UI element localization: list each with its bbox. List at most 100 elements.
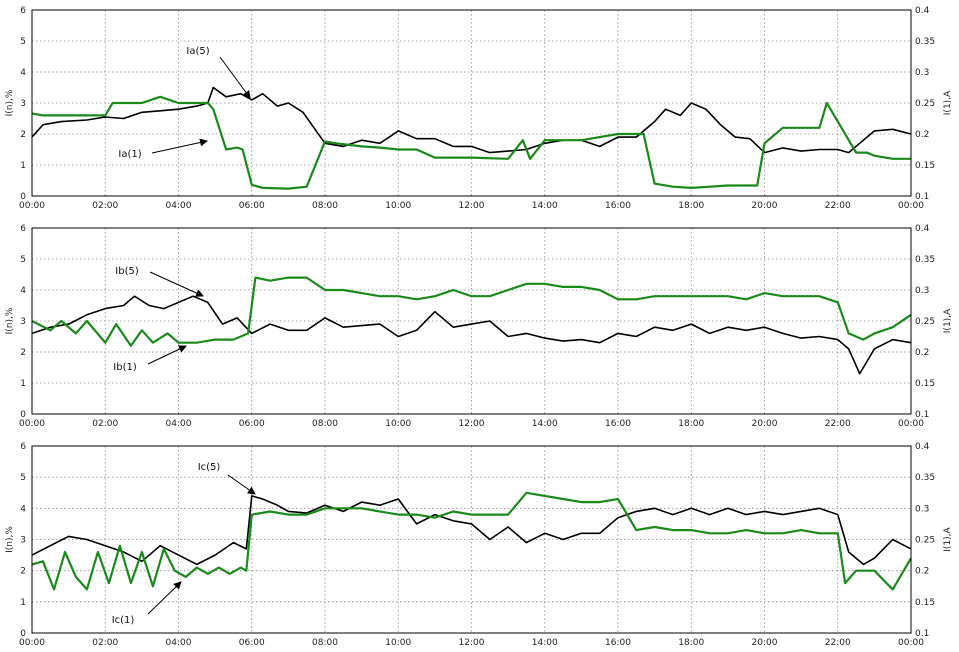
left-y-tick-label: 0 [20,629,26,639]
left-y-tick-label: 5 [20,37,26,47]
x-tick-label: 16:00 [605,201,631,211]
x-tick-label: 14:00 [532,201,558,211]
x-tick-label: 18:00 [678,419,704,429]
x-tick-label: 10:00 [385,638,411,648]
left-y-tick-label: 3 [20,99,26,109]
right-y-tick-label: 0.4 [915,442,930,452]
annotation-arrow [147,581,182,615]
right-y-tick-label: 0.35 [915,37,935,47]
annotation-label: Ia(5) [186,46,209,57]
x-tick-label: 04:00 [166,638,192,648]
plot-frame [31,445,912,634]
chart-panel-1: 00:00 02:00 04:00 06:00 08:00 10:00 12:00 14:00… [5,6,953,211]
x-tick-label: 06:00 [239,638,265,648]
x-tick-label: 00:00 [19,201,45,211]
x-tick-label: 22:00 [825,419,851,429]
x-tick-label: 00:00 [19,419,45,429]
annotation-arrow [219,56,251,99]
plot-frame [31,227,912,415]
x-tick-label: 20:00 [752,419,778,429]
right-y-tick-label: 0.2 [915,348,929,358]
plot-frame [31,9,912,197]
x-tick-label: 08:00 [312,638,338,648]
annotation-arrow [227,474,256,495]
x-tick-label: 18:00 [678,638,704,648]
annotation-label: Ib(5) [115,266,139,277]
x-tick-label: 20:00 [752,638,778,648]
right-y-tick-label: 0.4 [915,6,930,16]
x-tick-label: 02:00 [92,638,118,648]
x-tick-label: 00:00 [898,638,924,648]
x-tick-label: 22:00 [825,201,851,211]
series-line-ia1 [31,95,911,190]
annotation-arrow [147,345,187,365]
x-tick-label: 04:00 [166,201,192,211]
left-y-tick-label: 2 [20,130,26,140]
right-y-tick-label: 0.15 [915,598,935,608]
right-y-tick-label: 0.25 [915,317,935,327]
left-y-tick-label: 4 [20,68,26,78]
left-y-tick-label: 1 [20,598,26,608]
x-tick-label: 06:00 [239,201,265,211]
left-y-tick-label: 5 [20,473,26,483]
left-y-tick-label: 4 [20,286,26,296]
x-tick-label: 08:00 [312,201,338,211]
left-y-tick-label: 6 [20,224,26,234]
right-y-tick-label: 0.15 [915,161,935,171]
left-axis-title: I(n),% [5,307,15,334]
x-tick-label: 12:00 [459,419,485,429]
x-tick-label: 22:00 [825,638,851,648]
left-y-tick-label: 2 [20,567,26,577]
series-line-ib5 [31,295,912,375]
left-y-tick-label: 2 [20,348,26,358]
right-y-tick-label: 0.2 [915,567,929,577]
x-tick-label: 06:00 [239,419,265,429]
right-axis-title: I(1),A [943,90,953,115]
chart-panel-3: 00:00 02:00 04:00 06:00 08:00 10:00 12:00 14:00… [5,442,953,648]
series-line-ia5 [31,86,912,154]
left-y-tick-label: 5 [20,255,26,265]
annotation-label: Ic(5) [198,462,221,473]
annotation-label: Ic(1) [112,615,135,626]
left-y-tick-label: 0 [20,192,26,202]
series-line-ic1 [31,491,912,591]
x-tick-label: 18:00 [678,201,704,211]
x-tick-label: 02:00 [92,419,118,429]
right-y-tick-label: 0.35 [915,255,935,265]
x-tick-label: 10:00 [385,419,411,429]
x-tick-label: 14:00 [532,419,558,429]
x-tick-label: 10:00 [385,201,411,211]
right-y-tick-label: 0.2 [915,130,929,140]
right-y-tick-label: 0.25 [915,536,935,546]
x-tick-label: 08:00 [312,419,338,429]
left-axis-title: I(n),% [5,89,15,116]
right-y-tick-label: 0.15 [915,379,935,389]
right-y-tick-label: 0.3 [915,68,929,78]
left-y-tick-label: 1 [20,161,26,171]
x-tick-label: 02:00 [92,201,118,211]
left-y-tick-label: 3 [20,317,26,327]
right-y-tick-label: 0.35 [915,473,935,483]
left-y-tick-label: 1 [20,379,26,389]
annotation-label: Ib(1) [113,362,137,373]
left-y-tick-label: 0 [20,410,26,420]
x-tick-label: 14:00 [532,638,558,648]
x-tick-label: 16:00 [605,419,631,429]
x-tick-label: 00:00 [19,638,45,648]
x-tick-label: 12:00 [459,201,485,211]
x-tick-label: 16:00 [605,638,631,648]
x-tick-label: 04:00 [166,419,192,429]
left-y-tick-label: 3 [20,536,26,546]
right-y-tick-label: 0.1 [915,192,929,202]
right-y-tick-label: 0.25 [915,99,935,109]
right-y-tick-label: 0.1 [915,629,929,639]
right-y-tick-label: 0.1 [915,410,929,420]
right-y-tick-label: 0.4 [915,224,930,234]
chart-panel-2: 00:00 02:00 04:00 06:00 08:00 10:00 12:00 14:00… [5,224,953,429]
series-line-ic5 [31,495,912,566]
right-axis-title: I(1),A [943,526,953,551]
annotation-label: Ia(1) [118,149,141,160]
left-y-tick-label: 6 [20,6,26,16]
left-axis-title: I(n),% [5,526,15,553]
